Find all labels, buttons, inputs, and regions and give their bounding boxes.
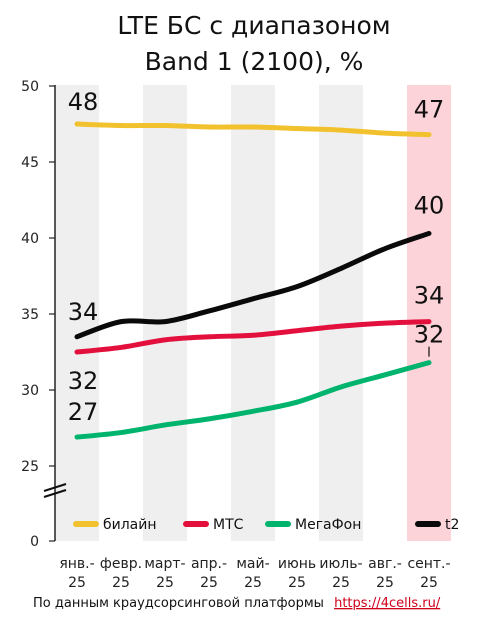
data-label-start-t2: 34 <box>68 298 99 326</box>
y-axis-ticks: 0 25 30 35 40 45 50 <box>21 79 55 550</box>
legend-label-t2: t2 <box>445 517 459 533</box>
column-band-2 <box>143 85 187 541</box>
y-tick-label: 0 <box>30 534 39 550</box>
column-band-6 <box>319 85 363 541</box>
source-note: По данным краудсорсинговой платформы htt… <box>33 596 441 611</box>
x-tick-label: авг.- <box>368 556 402 572</box>
column-band-0 <box>55 85 99 541</box>
chart-title-line-2: Band 1 (2100), % <box>145 47 364 76</box>
x-tick-label: февр. <box>100 556 142 572</box>
x-tick-label-year: 25 <box>288 575 306 591</box>
y-axis-break <box>43 483 67 498</box>
data-label-end-megafon: 32 <box>414 321 445 349</box>
x-tick-label-year: 25 <box>200 575 218 591</box>
data-label-end-t2: 40 <box>414 191 445 219</box>
column-bands <box>55 85 451 541</box>
series-line-mts <box>74 319 432 355</box>
chart-title-line-1: LTE БС с диапазоном <box>117 11 390 40</box>
x-tick-label-year: 25 <box>244 575 262 591</box>
x-axis-ticks: янв.- 25 февр. 25 март- 25 апр.- 25 май- 25 июнь 25… <box>59 556 450 591</box>
x-tick-label: июнь <box>278 556 316 572</box>
column-band-4 <box>231 85 275 541</box>
data-labels: 48 47 32 34 27 32 34 40 <box>68 88 445 426</box>
x-tick-label: март- <box>144 556 185 572</box>
data-label-start-megafon: 27 <box>68 398 99 426</box>
y-tick-label: 35 <box>21 307 39 323</box>
column-band-8 <box>407 85 451 541</box>
series-line-t2 <box>74 230 432 340</box>
y-tick-label: 45 <box>21 155 39 171</box>
series-lines <box>74 121 432 440</box>
source-link[interactable]: https://4cells.ru/ <box>334 596 441 611</box>
x-tick-label-year: 25 <box>68 575 86 591</box>
data-label-start-mts: 32 <box>68 367 99 395</box>
data-label-end-beeline: 47 <box>414 96 445 124</box>
x-tick-label-year: 25 <box>332 575 350 591</box>
x-tick-label-year: 25 <box>420 575 438 591</box>
y-tick-label: 40 <box>21 231 39 247</box>
x-tick-label: янв.- <box>59 556 94 572</box>
legend-label-mts: МТС <box>213 517 244 533</box>
x-tick-label: апр.- <box>191 556 227 572</box>
x-tick-label: сент.- <box>407 556 450 572</box>
y-tick-label: 25 <box>21 459 39 475</box>
x-tick-label: июль- <box>319 556 362 572</box>
series-line-megafon <box>74 360 432 440</box>
x-tick-label-year: 25 <box>156 575 174 591</box>
source-text: По данным краудсорсинговой платформы <box>33 596 324 611</box>
data-label-start-beeline: 48 <box>68 88 99 116</box>
x-tick-label-year: 25 <box>376 575 394 591</box>
series-line-beeline <box>74 121 432 138</box>
x-tick-label: май- <box>236 556 269 572</box>
y-tick-label: 50 <box>21 79 39 95</box>
legend: билайн МТС МегаФон t2 <box>73 517 459 533</box>
legend-label-megafon: МегаФон <box>295 517 361 533</box>
legend-label-beeline: билайн <box>103 517 157 533</box>
x-tick-label-year: 25 <box>112 575 130 591</box>
data-label-end-mts: 34 <box>414 282 445 310</box>
y-tick-label: 30 <box>21 383 39 399</box>
